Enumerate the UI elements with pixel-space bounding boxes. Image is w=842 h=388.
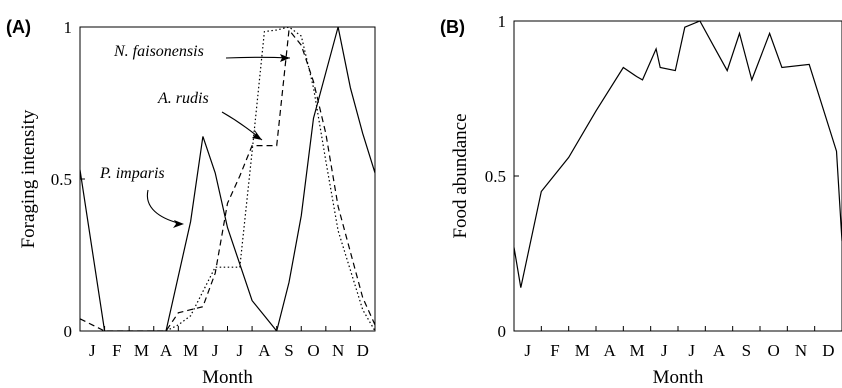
series-line-n-faisonensis	[165, 26, 375, 331]
panel-label: (B)	[440, 17, 465, 37]
x-tick-label: M	[575, 341, 590, 360]
y-tick-label: 0.5	[51, 170, 72, 189]
series-annotation: N. faisonensis	[113, 43, 204, 60]
x-tick-label: J	[89, 341, 96, 360]
annotation-arrowhead	[280, 54, 290, 62]
x-tick-label: M	[629, 341, 644, 360]
series-line	[514, 20, 842, 288]
x-tick-label: S	[284, 341, 293, 360]
annotation-arrow	[225, 56, 291, 59]
annotation-arrowhead	[252, 129, 262, 140]
x-tick-label: S	[742, 341, 751, 360]
series-line-a-rudis	[80, 28, 375, 331]
x-tick-label: J	[212, 341, 219, 360]
y-tick-label: 1	[498, 12, 507, 31]
x-tick-label: M	[134, 341, 149, 360]
x-tick-label: F	[550, 341, 559, 360]
x-tick-label: O	[768, 341, 780, 360]
x-axis-title: Month	[653, 367, 704, 388]
x-tick-label: D	[822, 341, 834, 360]
x-tick-label: A	[604, 341, 617, 360]
y-tick-label: 0	[498, 322, 507, 341]
annotation-arrowhead	[173, 220, 184, 228]
x-tick-label: N	[332, 341, 344, 360]
y-axis-title: Food abundance	[450, 113, 471, 238]
x-tick-label: J	[688, 341, 695, 360]
x-tick-label: F	[112, 341, 121, 360]
y-tick-label: 0.5	[485, 167, 506, 186]
x-tick-label: O	[307, 341, 319, 360]
annotation-arrow	[146, 189, 179, 224]
series-annotation: P. imparis	[99, 165, 165, 182]
panel-label: (A)	[6, 17, 31, 37]
y-axis-title: Foraging intensity	[18, 109, 39, 248]
x-tick-label: A	[713, 341, 726, 360]
x-axis-title: Month	[202, 367, 253, 388]
x-tick-label: J	[236, 341, 243, 360]
x-tick-label: A	[160, 341, 173, 360]
series-annotation: A. rudis	[157, 90, 209, 107]
y-tick-label: 0	[64, 322, 73, 341]
x-tick-label: J	[524, 341, 531, 360]
x-tick-label: N	[795, 341, 807, 360]
x-tick-label: J	[661, 341, 668, 360]
y-tick-label: 1	[64, 18, 73, 37]
x-tick-label: D	[357, 341, 369, 360]
plot-frame	[513, 20, 842, 332]
x-tick-label: A	[258, 341, 271, 360]
x-tick-label: M	[183, 341, 198, 360]
series-line-p-imparis	[80, 26, 375, 331]
